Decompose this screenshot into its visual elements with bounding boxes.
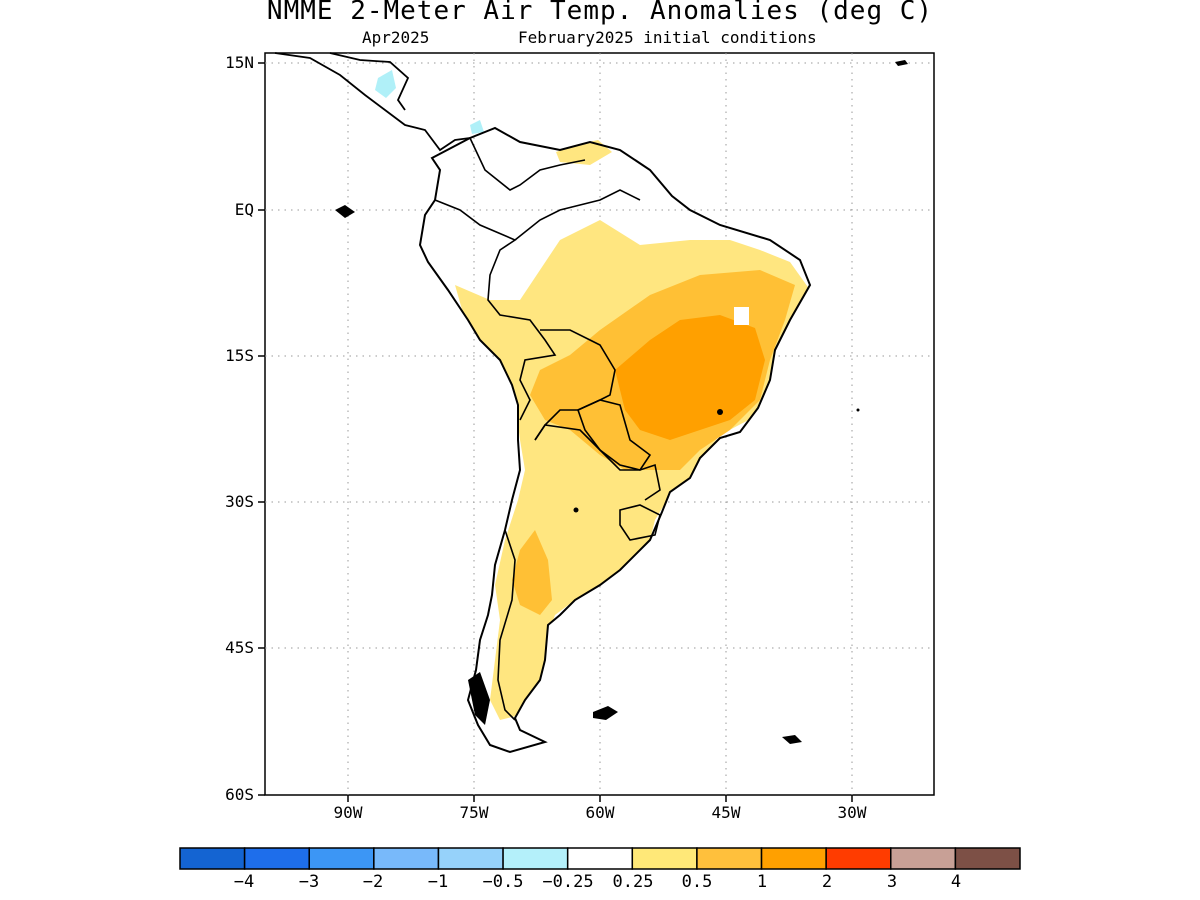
colorbar-swatch [308,847,375,870]
lon-label-75w: 75W [459,803,489,822]
colorbar-swatch [696,847,763,870]
anomaly-negative-central-america [375,70,396,98]
colorbar-tick-label: −4 [233,872,255,892]
colorbar-swatch [179,847,246,870]
colorbar [179,847,1021,870]
colorbar-swatch [502,847,569,870]
colorbar-swatch [890,847,957,870]
colorbar-tick-label: 2 [821,872,833,892]
lon-label-60w: 60W [585,803,615,822]
colorbar-tick-label: −2 [362,872,384,892]
colorbar-swatch [825,847,892,870]
colorbar-tick-label: −0.25 [542,872,594,892]
colorbar-tick-label: 4 [950,872,962,892]
anomaly-masked-cell [734,307,749,325]
colorbar-swatch [760,847,827,870]
initial-conditions-label: February2025 initial conditions [518,28,817,47]
colorbar-tick-label: 3 [886,872,898,892]
colorbar-tick-label: 0.5 [681,872,713,892]
country-borders [434,137,661,721]
lat-label-15n: 15N [225,53,254,72]
anomaly-0.5-1-argentina [512,530,552,615]
colorbar-tick-label: 1 [756,872,768,892]
colorbar-swatch [373,847,440,870]
colorbar-swatch [566,847,634,870]
lon-label-30w: 30W [837,803,867,822]
colorbar-swatch [631,847,698,870]
lon-label-45w: 45W [711,803,741,822]
lat-label-30s: 30S [225,492,254,511]
gridlines [265,53,934,795]
map-title: NMME 2-Meter Air Temp. Anomalies (deg C) [266,0,934,26]
central-america-coastline [274,52,471,152]
lat-label-45s: 45S [225,638,254,657]
colorbar-swatch [437,847,504,870]
colorbar-tick-label: −0.5 [482,872,524,892]
colorbar-tick-label: 0.25 [612,872,654,892]
south-america-coastline [418,126,812,754]
colorbar-tick-label: −3 [298,872,320,892]
anomaly-1-2-region [615,315,765,440]
anomaly-positive-caribbean [556,140,612,165]
lat-label-eq: EQ [234,200,254,219]
anomaly-negative-colombia [470,120,484,134]
target-month-label: Apr2025 [362,28,430,47]
lat-label-15s: 15S [225,346,254,365]
lon-label-90w: 90W [333,803,363,822]
islands [335,60,908,744]
colorbar-swatch [243,847,310,870]
lat-label-60s: 60S [225,785,254,804]
colorbar-swatch [954,847,1021,870]
colorbar-tick-label: −1 [427,872,449,892]
axis-ticks [258,62,853,802]
